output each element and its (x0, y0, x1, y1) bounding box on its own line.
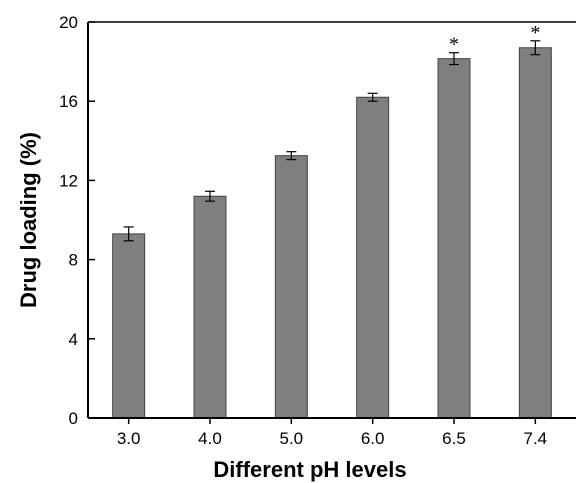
y-tick-label: 20 (59, 13, 78, 32)
plot-area: 0 4 8 12 16 20 3.0 4.0 5.0 6.0 6.5 * 7.4 * (59, 13, 576, 448)
y-tick-label: 8 (69, 251, 78, 270)
bar (193, 195, 227, 419)
bar (274, 155, 308, 419)
bar (356, 96, 390, 419)
y-tick-label: 12 (59, 171, 78, 190)
x-tick-label: 5.0 (280, 429, 304, 448)
x-tick-label: 6.5 (442, 429, 466, 448)
y-tick-label: 0 (69, 409, 78, 428)
significance-marker: * (530, 22, 540, 44)
y-tick-label: 16 (59, 92, 78, 111)
x-tick-label: 3.0 (117, 429, 141, 448)
bar (437, 58, 471, 419)
x-tick-label: 4.0 (198, 429, 222, 448)
bar (112, 233, 146, 419)
x-axis-title: Different pH levels (213, 457, 406, 482)
significance-marker: * (449, 34, 459, 56)
bar (518, 47, 552, 419)
y-axis-title: Drug loading (%) (16, 132, 41, 308)
x-tick-label: 7.4 (524, 429, 548, 448)
x-tick-label: 6.0 (361, 429, 385, 448)
y-tick-label: 4 (69, 330, 78, 349)
